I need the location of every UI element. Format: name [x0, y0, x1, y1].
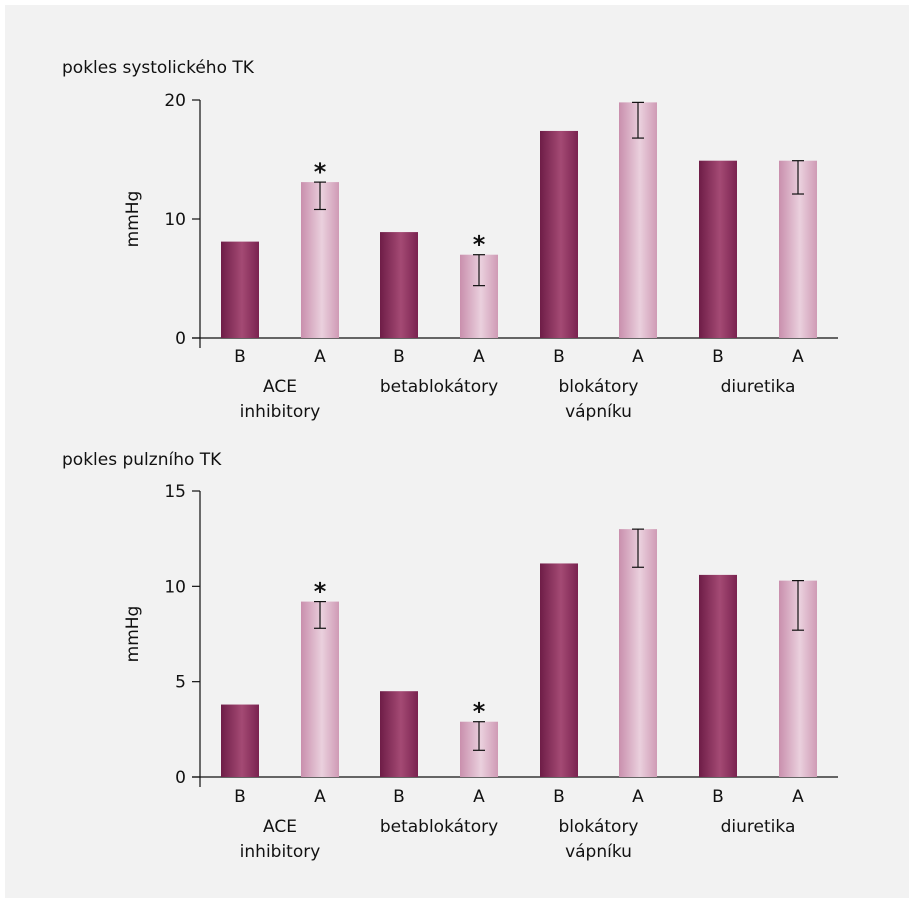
- bar-before: [699, 574, 737, 777]
- bar-label: A: [632, 347, 644, 367]
- bar-before: [221, 704, 259, 777]
- bar-after: [301, 601, 339, 777]
- y-tick-label: 5: [175, 673, 186, 693]
- significance-marker: *: [473, 231, 486, 259]
- group-label: diuretika: [721, 377, 796, 397]
- group-label: inhibitory: [240, 402, 321, 422]
- y-tick-label: 20: [164, 91, 186, 111]
- bar-label: A: [473, 347, 485, 367]
- bar-label: B: [234, 347, 246, 367]
- bar-label: A: [792, 787, 804, 807]
- group-label: betablokátory: [380, 377, 498, 397]
- bar-label: B: [234, 787, 246, 807]
- bar-before: [540, 130, 578, 338]
- bar-label: A: [314, 787, 326, 807]
- bar-after: [619, 529, 657, 777]
- group-label: vápníku: [565, 402, 632, 422]
- group-label: diuretika: [721, 817, 796, 837]
- bar-before: [540, 563, 578, 777]
- bar-label: A: [314, 347, 326, 367]
- bar-before: [380, 232, 418, 338]
- bar-after: [619, 102, 657, 338]
- bar-label: B: [393, 347, 405, 367]
- chart-title: pokles pulzního TK: [62, 450, 222, 470]
- bar-label: B: [553, 787, 565, 807]
- significance-marker: *: [473, 698, 486, 726]
- group-label: blokátory: [559, 817, 639, 837]
- systolic-chart: pokles systolického TK mmHg 0 10 20 B * A B * A B A B…: [62, 58, 838, 422]
- y-axis-label: mmHg: [123, 191, 143, 248]
- y-tick-label: 10: [164, 577, 186, 597]
- group-label: vápníku: [565, 842, 632, 862]
- bar-before: [221, 241, 259, 338]
- bar-label: B: [393, 787, 405, 807]
- group-label: ACE: [263, 817, 297, 837]
- chart-panel: [5, 5, 909, 898]
- y-axis-label: mmHg: [123, 606, 143, 663]
- bar-label: A: [632, 787, 644, 807]
- y-tick-label: 10: [164, 210, 186, 230]
- group-label: blokátory: [559, 377, 639, 397]
- bar-label: A: [473, 787, 485, 807]
- bar-label: A: [792, 347, 804, 367]
- bar-label: B: [712, 347, 724, 367]
- significance-marker: *: [314, 158, 327, 186]
- pulse-chart: pokles pulzního TK mmHg 0 5 10 15 B * A B * A B A B A AC…: [62, 450, 838, 862]
- y-tick-label: 0: [175, 768, 186, 788]
- y-tick-label: 15: [164, 482, 186, 502]
- chart-title: pokles systolického TK: [62, 58, 255, 78]
- y-tick-label: 0: [175, 329, 186, 349]
- group-label: inhibitory: [240, 842, 321, 862]
- bar-before: [699, 160, 737, 338]
- bar-label: B: [553, 347, 565, 367]
- group-label: betablokátory: [380, 817, 498, 837]
- bar-before: [380, 691, 418, 777]
- significance-marker: *: [314, 578, 327, 606]
- group-label: ACE: [263, 377, 297, 397]
- bar-label: B: [712, 787, 724, 807]
